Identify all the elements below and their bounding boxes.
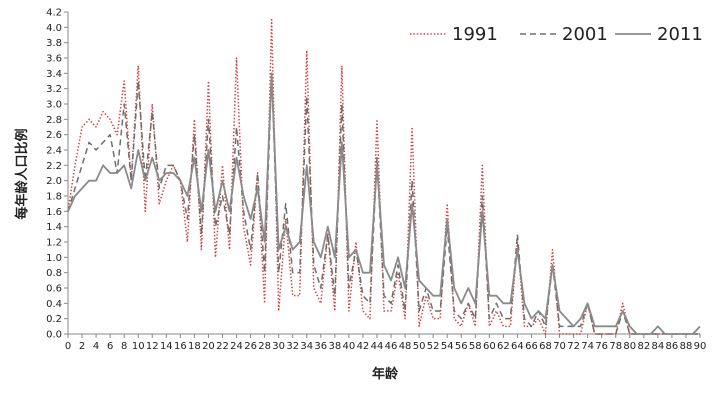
x-tick-label: 0 — [65, 341, 71, 352]
y-tick-label: 2.8 — [46, 115, 62, 126]
x-tick-label: 52 — [427, 341, 440, 352]
x-tick-label: 80 — [623, 341, 636, 352]
x-tick-label: 24 — [230, 341, 243, 352]
x-tick-label: 16 — [174, 341, 187, 352]
x-tick-label: 48 — [399, 341, 412, 352]
x-tick-label: 14 — [160, 341, 173, 352]
x-tick-label: 36 — [314, 341, 327, 352]
x-tick-label: 44 — [371, 341, 384, 352]
y-tick-label: 4.2 — [46, 8, 62, 19]
y-tick-label: 2.4 — [46, 146, 62, 157]
x-tick-label: 72 — [567, 341, 580, 352]
x-tick-label: 34 — [300, 341, 313, 352]
x-tick-label: 42 — [357, 341, 370, 352]
x-tick-label: 88 — [680, 341, 693, 352]
series-line-2001 — [67, 72, 700, 335]
axes: 0.0 0.2 0.4 0.6 0.8 1.0 1.2 1.4 1.6 1.8 2.0 2.2 2.4 2… — [46, 8, 706, 353]
x-tick-label: 18 — [188, 341, 201, 352]
y-tick-label: 2.2 — [46, 161, 62, 172]
x-tick-label: 28 — [258, 341, 271, 352]
x-tick-label: 64 — [511, 341, 524, 352]
x-tick-label: 10 — [132, 341, 145, 352]
x-tick-label: 90 — [694, 341, 707, 352]
y-tick-label: 0.0 — [46, 330, 62, 341]
x-tick-label: 84 — [651, 341, 664, 352]
y-tick-label: 2.0 — [46, 176, 62, 187]
legend-label-2001: 2001 — [562, 24, 608, 45]
x-tick-label: 6 — [107, 341, 113, 352]
x-tick-label: 78 — [609, 341, 622, 352]
x-tick-label: 26 — [244, 341, 257, 352]
y-tick-label: 1.8 — [46, 192, 62, 203]
y-tick-label: 3.6 — [46, 54, 62, 65]
y-tick-label: 0.8 — [46, 268, 62, 279]
y-tick-label: 3.8 — [46, 38, 62, 49]
x-tick-label: 32 — [286, 341, 299, 352]
x-tick-label: 60 — [483, 341, 496, 352]
legend-label-2011: 2011 — [657, 24, 703, 45]
series-layer — [67, 18, 701, 335]
x-tick-label: 38 — [328, 341, 341, 352]
x-tick-label: 50 — [413, 341, 426, 352]
x-tick-label: 54 — [441, 341, 454, 352]
x-tick-label: 62 — [497, 341, 510, 352]
series-line-2011 — [67, 72, 701, 335]
y-tick-label: 1.2 — [46, 238, 62, 249]
x-tick-label: 56 — [455, 341, 468, 352]
y-axis-title: 每年龄人口比例 — [14, 128, 30, 219]
x-axis-title: 年龄 — [372, 366, 399, 382]
x-tick-label: 66 — [525, 341, 538, 352]
x-tick-label: 22 — [216, 341, 229, 352]
x-tick-label: 2 — [79, 341, 85, 352]
x-tick-label: 82 — [637, 341, 650, 352]
legend: 1991 2001 2011 — [410, 24, 703, 45]
x-tick-label: 4 — [93, 341, 99, 352]
y-tick-label: 4.0 — [46, 23, 62, 34]
y-tick-label: 3.4 — [46, 69, 62, 80]
y-tick-label: 1.0 — [46, 253, 62, 264]
x-tick-label: 76 — [595, 341, 608, 352]
y-tick-label: 1.6 — [46, 207, 62, 218]
x-tick-label: 58 — [469, 341, 482, 352]
legend-label-1991: 1991 — [452, 24, 498, 45]
y-tick-label: 0.2 — [46, 314, 62, 325]
x-tick-label: 40 — [343, 341, 356, 352]
y-tick-label: 0.4 — [46, 299, 62, 310]
x-tick-label: 8 — [121, 341, 127, 352]
x-tick-label: 86 — [666, 341, 679, 352]
y-tick-label: 3.0 — [46, 100, 62, 111]
x-tick-label: 68 — [539, 341, 552, 352]
x-tick-label: 74 — [581, 341, 594, 352]
x-tick-label: 12 — [146, 341, 159, 352]
x-tick-label: 46 — [385, 341, 398, 352]
y-tick-label: 0.6 — [46, 284, 62, 295]
y-tick-label: 3.2 — [46, 84, 62, 95]
x-tick-label: 20 — [202, 341, 215, 352]
y-tick-label: 2.6 — [46, 130, 62, 141]
x-tick-label: 70 — [553, 341, 566, 352]
y-tick-label: 1.4 — [46, 222, 62, 233]
x-tick-label: 30 — [272, 341, 285, 352]
